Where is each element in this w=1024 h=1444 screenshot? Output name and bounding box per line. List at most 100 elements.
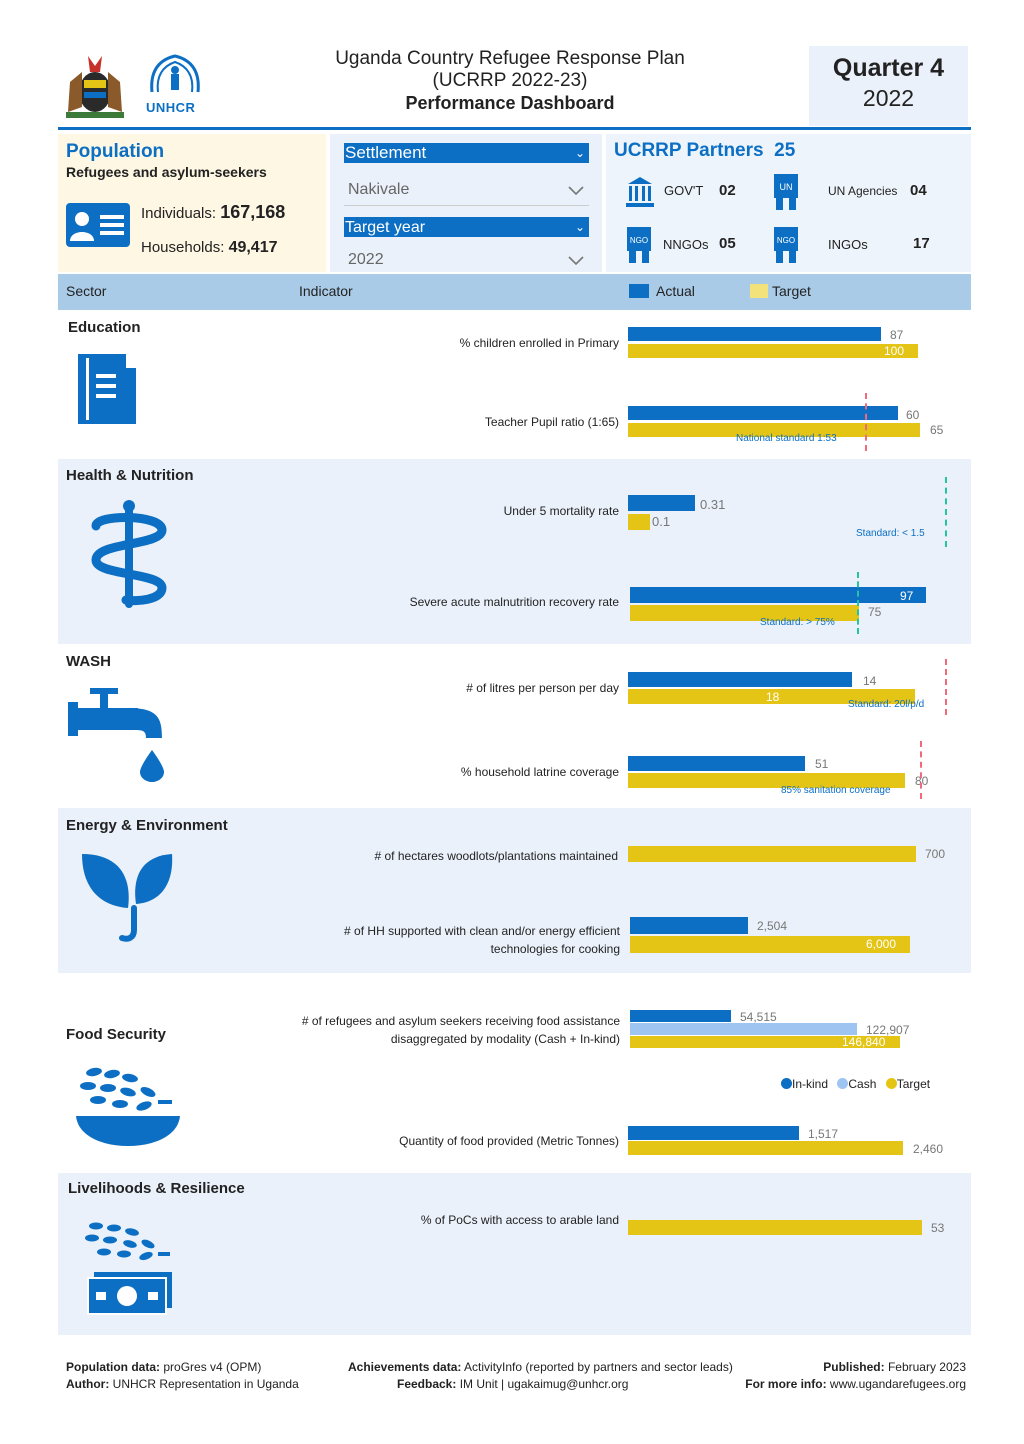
caduceus-icon bbox=[91, 500, 167, 608]
title-line-1: Uganda Country Refugee Response Plan bbox=[335, 48, 685, 69]
actual-value: 87 bbox=[890, 328, 904, 342]
target-value: 53 bbox=[931, 1221, 945, 1235]
unhcr-logo-icon bbox=[150, 54, 200, 93]
actual-bar bbox=[628, 327, 881, 341]
actual-bar bbox=[630, 917, 748, 934]
footer-pub-value: February 2023 bbox=[887, 1360, 966, 1374]
indicator-label: % of PoCs with access to arable land bbox=[420, 1213, 619, 1227]
settlement-dropdown[interactable]: Nakivale bbox=[344, 177, 589, 206]
sector-name: WASH bbox=[66, 653, 111, 670]
sector-name: Energy & Environment bbox=[66, 817, 228, 834]
actual-bar bbox=[628, 756, 805, 771]
footer-feedback-value[interactable]: IM Unit | ugakaimug@unhcr.org bbox=[459, 1377, 629, 1391]
settlement-filter-label: Settlement ⌄ bbox=[344, 143, 589, 163]
partner-count-govt: 02 bbox=[719, 182, 736, 199]
target-value: 146,840 bbox=[842, 1035, 886, 1049]
inkind-bar bbox=[630, 1010, 731, 1022]
ngo-icon: NGO bbox=[627, 227, 651, 263]
footer-feedback-label: Feedback: bbox=[397, 1377, 457, 1391]
id-card-icon bbox=[66, 203, 130, 247]
footer-pub-label: Published: bbox=[823, 1360, 885, 1374]
population-title: Population bbox=[66, 141, 165, 162]
footer-pop-label: Population data: bbox=[66, 1360, 160, 1374]
target-bar bbox=[630, 936, 910, 953]
cash-value: 122,907 bbox=[866, 1023, 910, 1037]
sector-name: Livelihoods & Resilience bbox=[68, 1180, 245, 1197]
indicator-label: # of litres per person per day bbox=[466, 681, 619, 695]
chevron-down-icon bbox=[568, 256, 584, 266]
chevron-down-icon bbox=[568, 186, 584, 196]
page-title: Uganda Country Refugee Response Plan (UC… bbox=[300, 48, 720, 114]
population-subtitle: Refugees and asylum-seekers bbox=[66, 164, 267, 180]
legend-inkind-dot bbox=[781, 1078, 792, 1089]
households-row: Households: 49,417 bbox=[141, 239, 278, 257]
chevron-down-icon: ⌄ bbox=[574, 146, 585, 160]
households-value: 49,417 bbox=[228, 239, 278, 256]
target-value: 100 bbox=[884, 344, 905, 358]
target-value: 75 bbox=[868, 605, 882, 619]
households-label: Households: bbox=[141, 239, 225, 256]
partner-count-nngo: 05 bbox=[719, 235, 736, 252]
header-sector: Sector bbox=[66, 283, 107, 299]
quarter-badge: Quarter 4 2022 bbox=[809, 46, 968, 126]
legend-cash-dot bbox=[837, 1078, 849, 1089]
target-value: 18 bbox=[766, 690, 780, 704]
target-bar bbox=[628, 689, 915, 704]
target-bar bbox=[628, 1141, 903, 1155]
actual-bar bbox=[630, 587, 926, 603]
year-value: 2022 bbox=[348, 251, 384, 268]
footer-ach-value: ActivityInfo (reported by partners and s… bbox=[464, 1360, 733, 1374]
leaf-icon bbox=[82, 854, 173, 942]
standard-line bbox=[865, 393, 867, 451]
indicator-label: % children enrolled in Primary bbox=[459, 336, 619, 350]
ingo-icon: NGO bbox=[774, 227, 798, 263]
standard-label: 85% sanitation coverage bbox=[781, 785, 891, 796]
coat-of-arms-icon bbox=[66, 56, 124, 118]
legend-target-label: Target bbox=[772, 283, 811, 299]
footer-author-label: Author: bbox=[66, 1377, 110, 1391]
standard-label: Standard: 20l/p/d bbox=[848, 699, 925, 710]
standard-line bbox=[920, 741, 922, 799]
footer-left: Population data: proGres v4 (OPM) Author… bbox=[66, 1359, 299, 1393]
indicator-label: # of hectares woodlots/plantations maint… bbox=[374, 849, 619, 863]
legend-target-label: Target bbox=[896, 1077, 931, 1091]
footer-middle: Achievements data: ActivityInfo (reporte… bbox=[348, 1359, 733, 1393]
target-bar bbox=[628, 846, 916, 862]
table-header bbox=[58, 274, 971, 310]
legend-target-swatch bbox=[750, 284, 768, 298]
quarter-label: Quarter 4 bbox=[832, 54, 945, 82]
partner-name-un: UN Agencies bbox=[828, 184, 898, 198]
target-bar bbox=[628, 773, 905, 788]
footer-author-value: UNHCR Representation in Uganda bbox=[112, 1377, 299, 1391]
sector-livelihoods-bg bbox=[58, 1173, 971, 1335]
standard-line bbox=[945, 659, 947, 715]
actual-bar bbox=[628, 672, 852, 687]
indicator-label: Severe acute malnutrition recovery rate bbox=[409, 595, 619, 609]
year-dropdown[interactable]: 2022 bbox=[344, 246, 589, 275]
target-bar bbox=[628, 1220, 922, 1235]
food-legend: In-kind Cash Target bbox=[781, 1077, 930, 1091]
actual-bar bbox=[628, 495, 695, 511]
title-line-3: Performance Dashboard bbox=[405, 93, 615, 113]
individuals-label: Individuals: bbox=[141, 205, 217, 222]
legend-cash-label: Cash bbox=[848, 1077, 877, 1091]
indicator-label: Quantity of food provided (Metric Tonnes… bbox=[399, 1134, 619, 1148]
target-bar bbox=[630, 1036, 900, 1048]
partner-name-ingo: INGOs bbox=[828, 237, 868, 252]
indicator-label: Under 5 mortality rate bbox=[503, 504, 619, 518]
footer-info-link[interactable]: www.ugandarefugees.org bbox=[829, 1377, 966, 1391]
year-filter-label: Target year ⌄ bbox=[344, 217, 589, 237]
indicator-label: # of HH supported with clean and/or ener… bbox=[344, 924, 620, 956]
target-bar bbox=[628, 514, 650, 530]
actual-value: 1,517 bbox=[808, 1127, 839, 1141]
actual-value: 60 bbox=[906, 408, 920, 422]
partners-title: UCRRP Partners 25 bbox=[614, 140, 796, 161]
actual-value: 97 bbox=[900, 589, 914, 603]
target-value: 6,000 bbox=[866, 937, 897, 951]
govt-icon bbox=[626, 177, 654, 207]
partners-total: 25 bbox=[774, 140, 796, 161]
footer-ach-label: Achievements data: bbox=[348, 1360, 462, 1374]
legend-actual-swatch bbox=[629, 284, 649, 298]
actual-bar bbox=[628, 1126, 799, 1140]
target-value: 65 bbox=[930, 423, 944, 437]
